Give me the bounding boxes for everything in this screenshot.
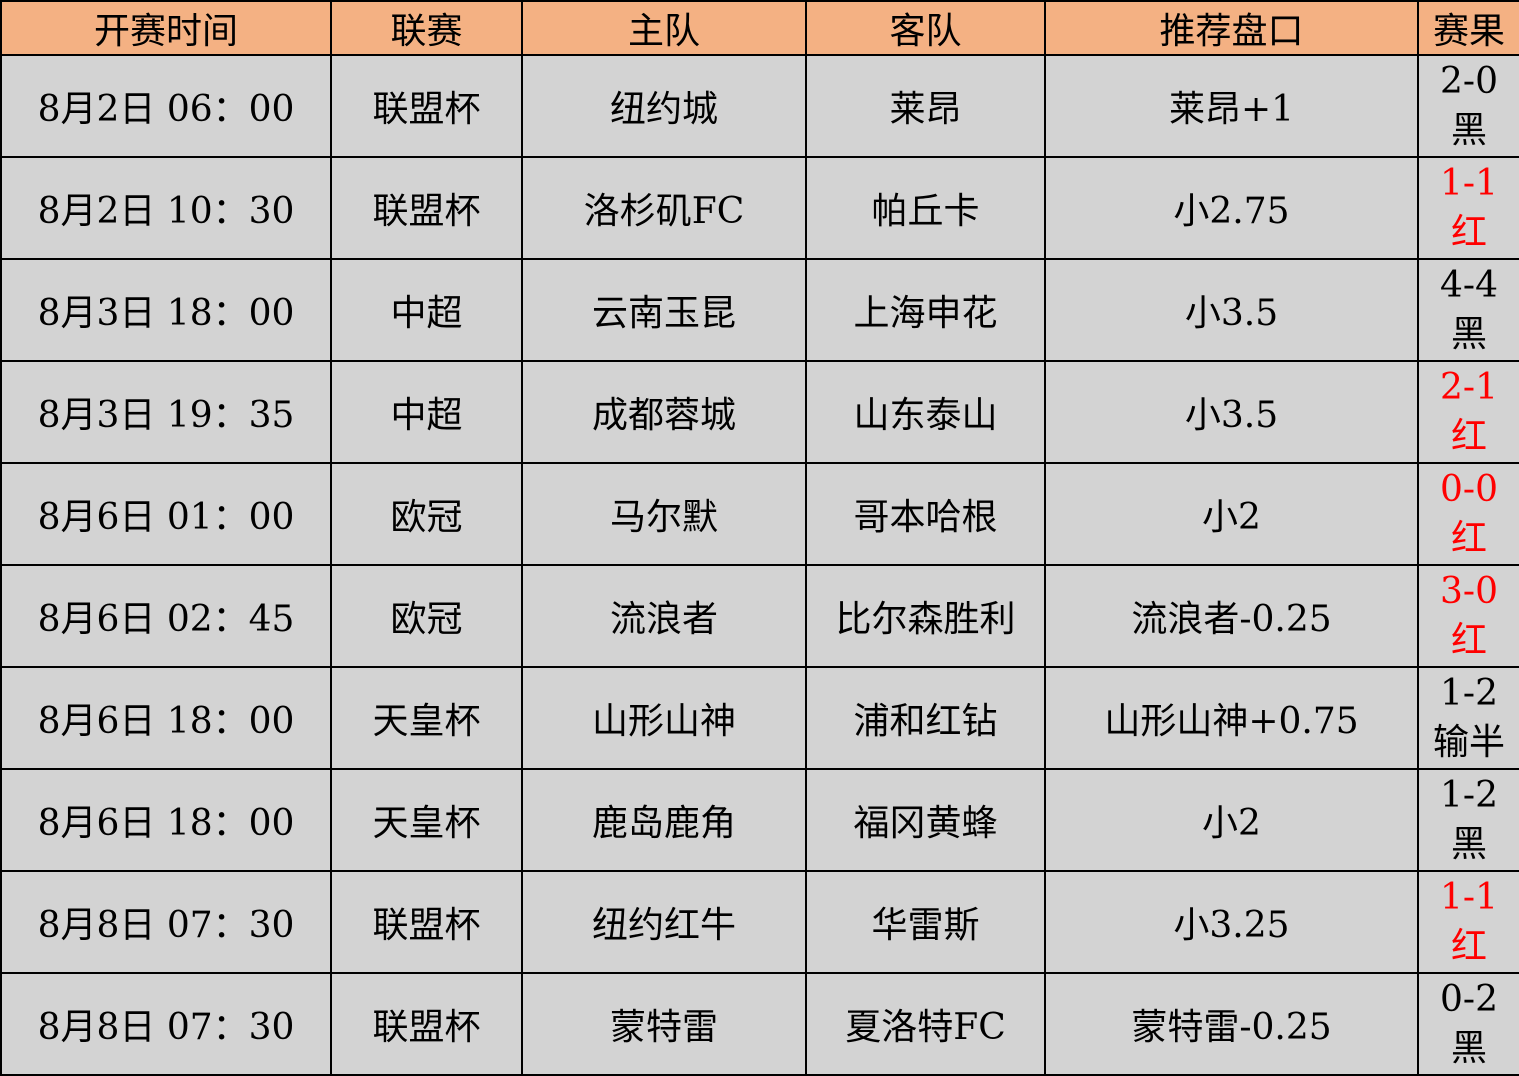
recommended-handicap: 蒙特雷-0.25	[1044, 972, 1419, 1076]
recommended-handicap: 莱昂+1	[1044, 54, 1419, 158]
result-cell: 4-4 黑	[1417, 258, 1519, 362]
away-team: 哥本哈根	[805, 462, 1046, 566]
away-team: 上海申花	[805, 258, 1046, 362]
result-outcome: 红	[1450, 212, 1487, 253]
result-score: 0-0	[1440, 469, 1498, 510]
result-cell: 2-0 黑	[1417, 54, 1519, 158]
result-outcome: 黑	[1450, 1028, 1487, 1069]
result-cell: 1-2 黑	[1417, 768, 1519, 872]
recommended-handicap: 小3.25	[1044, 870, 1419, 974]
table-row: 8月6日 18：00 天皇杯 山形山神 浦和红钻 山形山神+0.75 1-2 输…	[0, 666, 1519, 770]
table-row: 8月2日 10：30 联盟杯 洛杉矶FC 帕丘卡 小2.75 1-1 红	[0, 156, 1519, 260]
match-time: 8月6日 01：00	[0, 462, 332, 566]
match-time: 8月3日 19：35	[0, 360, 332, 464]
result-score: 1-2	[1440, 775, 1498, 816]
result-outcome: 输半	[1432, 722, 1505, 763]
result-score: 2-1	[1440, 367, 1498, 408]
match-time: 8月6日 02：45	[0, 564, 332, 668]
home-team: 纽约城	[521, 54, 807, 158]
header-home: 主队	[521, 0, 807, 56]
away-team: 浦和红钻	[805, 666, 1046, 770]
table-row: 8月6日 02：45 欧冠 流浪者 比尔森胜利 流浪者-0.25 3-0 红	[0, 564, 1519, 668]
result-outcome: 红	[1450, 518, 1487, 559]
league: 联盟杯	[330, 54, 523, 158]
match-time: 8月8日 07：30	[0, 870, 332, 974]
result-cell: 1-2 输半	[1417, 666, 1519, 770]
league: 天皇杯	[330, 768, 523, 872]
result-cell: 1-1 红	[1417, 870, 1519, 974]
table-row: 8月6日 01：00 欧冠 马尔默 哥本哈根 小2 0-0 红	[0, 462, 1519, 566]
home-team: 成都蓉城	[521, 360, 807, 464]
table-row: 8月8日 07：30 联盟杯 蒙特雷 夏洛特FC 蒙特雷-0.25 0-2 黑	[0, 972, 1519, 1076]
result-score: 3-0	[1440, 571, 1498, 612]
away-team: 夏洛特FC	[805, 972, 1046, 1076]
result-cell: 3-0 红	[1417, 564, 1519, 668]
recommended-handicap: 小2.75	[1044, 156, 1419, 260]
away-team: 山东泰山	[805, 360, 1046, 464]
home-team: 蒙特雷	[521, 972, 807, 1076]
league: 联盟杯	[330, 870, 523, 974]
result-cell: 0-2 黑	[1417, 972, 1519, 1076]
league: 中超	[330, 360, 523, 464]
match-time: 8月3日 18：00	[0, 258, 332, 362]
result-score: 1-2	[1440, 673, 1498, 714]
home-team: 马尔默	[521, 462, 807, 566]
match-time: 8月6日 18：00	[0, 768, 332, 872]
table-row: 8月8日 07：30 联盟杯 纽约红牛 华雷斯 小3.25 1-1 红	[0, 870, 1519, 974]
league: 联盟杯	[330, 156, 523, 260]
away-team: 华雷斯	[805, 870, 1046, 974]
header-result: 赛果	[1417, 0, 1519, 56]
table-header-row: 开赛时间 联赛 主队 客队 推荐盘口 赛果	[0, 0, 1519, 56]
match-time: 8月2日 10：30	[0, 156, 332, 260]
result-score: 1-1	[1440, 163, 1498, 204]
table-row: 8月2日 06：00 联盟杯 纽约城 莱昂 莱昂+1 2-0 黑	[0, 54, 1519, 158]
home-team: 纽约红牛	[521, 870, 807, 974]
table-row: 8月6日 18：00 天皇杯 鹿岛鹿角 福冈黄蜂 小2 1-2 黑	[0, 768, 1519, 872]
away-team: 莱昂	[805, 54, 1046, 158]
result-score: 4-4	[1440, 265, 1498, 306]
home-team: 洛杉矶FC	[521, 156, 807, 260]
away-team: 帕丘卡	[805, 156, 1046, 260]
result-outcome: 黑	[1450, 824, 1487, 865]
recommended-handicap: 小2	[1044, 768, 1419, 872]
recommended-handicap: 小3.5	[1044, 360, 1419, 464]
match-time: 8月6日 18：00	[0, 666, 332, 770]
match-time: 8月8日 07：30	[0, 972, 332, 1076]
result-outcome: 黑	[1450, 314, 1487, 355]
home-team: 流浪者	[521, 564, 807, 668]
header-league: 联赛	[330, 0, 523, 56]
result-score: 2-0	[1440, 61, 1498, 102]
recommended-handicap: 小2	[1044, 462, 1419, 566]
match-time: 8月2日 06：00	[0, 54, 332, 158]
league: 中超	[330, 258, 523, 362]
home-team: 云南玉昆	[521, 258, 807, 362]
result-outcome: 红	[1450, 620, 1487, 661]
home-team: 山形山神	[521, 666, 807, 770]
result-cell: 0-0 红	[1417, 462, 1519, 566]
header-handicap: 推荐盘口	[1044, 0, 1419, 56]
league: 天皇杯	[330, 666, 523, 770]
result-score: 1-1	[1440, 877, 1498, 918]
header-away: 客队	[805, 0, 1046, 56]
recommended-handicap: 山形山神+0.75	[1044, 666, 1419, 770]
result-cell: 2-1 红	[1417, 360, 1519, 464]
result-cell: 1-1 红	[1417, 156, 1519, 260]
header-time: 开赛时间	[0, 0, 332, 56]
league: 联盟杯	[330, 972, 523, 1076]
recommended-handicap: 流浪者-0.25	[1044, 564, 1419, 668]
recommended-handicap: 小3.5	[1044, 258, 1419, 362]
league: 欧冠	[330, 462, 523, 566]
result-outcome: 黑	[1450, 110, 1487, 151]
away-team: 福冈黄蜂	[805, 768, 1046, 872]
result-outcome: 红	[1450, 416, 1487, 457]
result-outcome: 红	[1450, 926, 1487, 967]
league: 欧冠	[330, 564, 523, 668]
home-team: 鹿岛鹿角	[521, 768, 807, 872]
table-row: 8月3日 19：35 中超 成都蓉城 山东泰山 小3.5 2-1 红	[0, 360, 1519, 464]
away-team: 比尔森胜利	[805, 564, 1046, 668]
result-score: 0-2	[1440, 979, 1498, 1020]
table-row: 8月3日 18：00 中超 云南玉昆 上海申花 小3.5 4-4 黑	[0, 258, 1519, 362]
